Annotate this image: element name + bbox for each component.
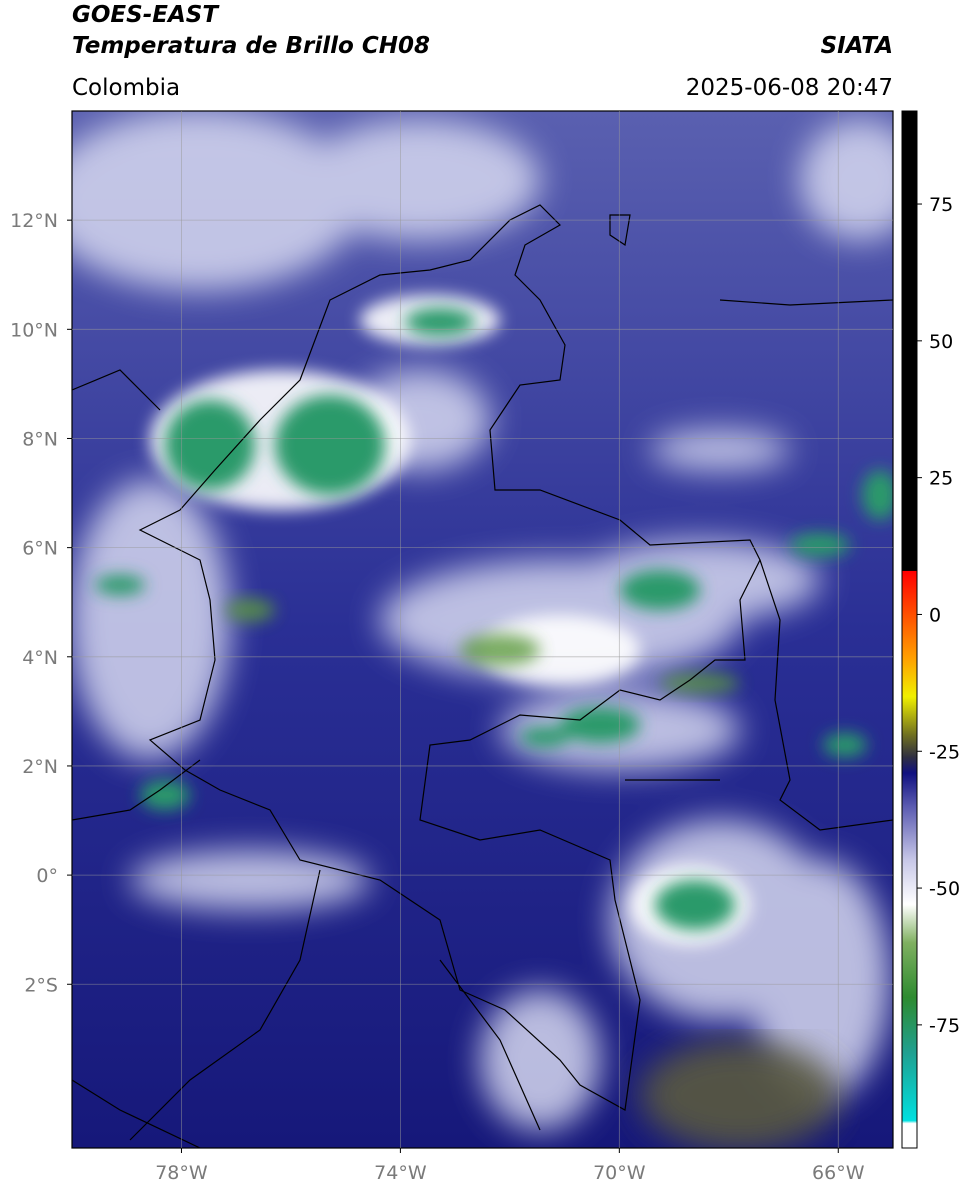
source: SIATA bbox=[821, 33, 893, 59]
colorbar-tick-label: 0 bbox=[929, 604, 941, 626]
satellite-image bbox=[72, 111, 893, 1148]
y-tick-label: 12°N bbox=[10, 210, 58, 232]
colorbar-tick-label: -50 bbox=[929, 878, 960, 900]
colorbar-tick-label: 75 bbox=[929, 194, 953, 216]
y-tick-label: 8°N bbox=[22, 428, 58, 450]
y-tick-label: 2°N bbox=[22, 756, 58, 778]
title: GOES-EAST bbox=[72, 2, 220, 28]
y-tick-label: 2°S bbox=[24, 974, 58, 996]
x-tick-label: 74°W bbox=[374, 1162, 427, 1184]
colorbar-tick-label: -25 bbox=[929, 741, 960, 763]
y-tick-label: 10°N bbox=[10, 319, 58, 341]
x-tick-label: 70°W bbox=[593, 1162, 646, 1184]
region: Colombia bbox=[72, 75, 180, 101]
colorbar-tick-label: 25 bbox=[929, 468, 953, 490]
colorbar-tick-label: -75 bbox=[929, 1015, 960, 1037]
colorbar-tick-label: 50 bbox=[929, 331, 953, 353]
colorbar bbox=[901, 110, 918, 1149]
y-tick-label: 4°N bbox=[22, 647, 58, 669]
map-frame bbox=[71, 110, 894, 1149]
x-tick-label: 78°W bbox=[155, 1162, 208, 1184]
subtitle: Temperatura de Brillo CH08 bbox=[72, 33, 430, 59]
x-tick-label: 66°W bbox=[812, 1162, 865, 1184]
y-tick-label: 0° bbox=[36, 865, 58, 887]
timestamp: 2025-06-08 20:47 bbox=[686, 75, 893, 101]
y-tick-label: 6°N bbox=[22, 538, 58, 560]
